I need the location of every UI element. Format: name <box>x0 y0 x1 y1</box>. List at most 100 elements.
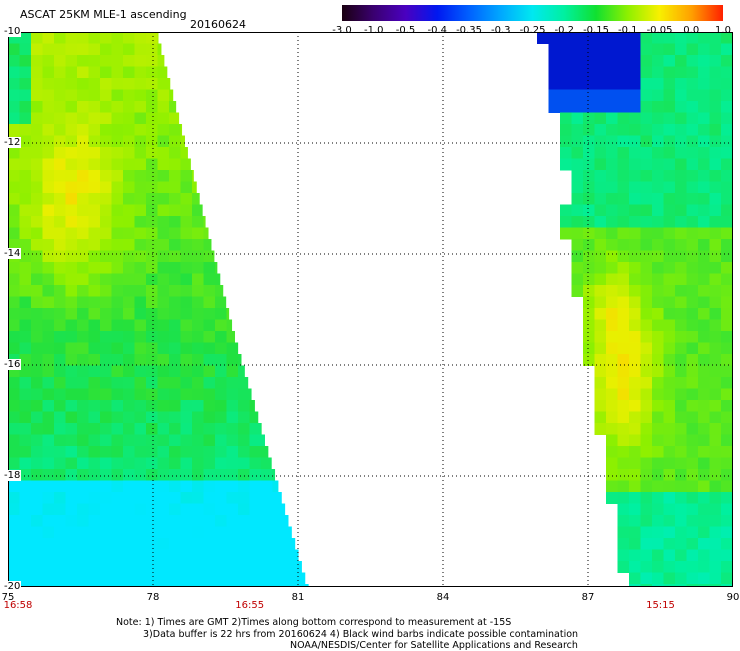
swath-cell <box>548 55 561 67</box>
swath-cell <box>721 204 733 217</box>
swath-cell <box>111 526 124 539</box>
swath-cell <box>663 331 676 343</box>
swath-cell <box>663 503 676 516</box>
swath-cell <box>721 227 733 240</box>
swath-cell <box>606 331 618 343</box>
swath-cell <box>583 193 595 205</box>
swath-cell <box>698 239 710 251</box>
swath-cell <box>238 538 250 550</box>
swath-cell <box>215 365 227 378</box>
swath-cell <box>629 66 641 79</box>
swath-cell <box>77 124 89 136</box>
swath-cell <box>54 400 66 412</box>
swath-cell <box>238 515 250 527</box>
swath-cell <box>675 423 687 435</box>
latitude-label: -18 <box>3 470 22 481</box>
swath-cell <box>31 561 43 573</box>
swath-cell <box>65 101 78 113</box>
swath-cell <box>8 538 20 550</box>
swath-cell <box>54 480 66 493</box>
swath-cell <box>169 549 181 562</box>
swath-cell <box>192 515 204 527</box>
swath-cell <box>77 66 89 79</box>
swath-cell <box>42 101 55 113</box>
swath-cell <box>8 101 20 113</box>
swath-cell <box>594 227 607 240</box>
swath-cell <box>77 262 89 274</box>
swath-cell <box>146 411 158 424</box>
swath-cell <box>192 365 204 378</box>
swath-cell <box>42 319 55 332</box>
swath-cell <box>100 147 112 159</box>
swath-cell <box>571 147 584 159</box>
swath-cell <box>617 342 630 355</box>
swath-cell <box>652 147 664 159</box>
swath-cell <box>617 78 630 90</box>
swath-cell <box>698 66 710 79</box>
swath-cell <box>698 526 710 539</box>
swath-cell <box>157 227 170 240</box>
swath-cell <box>594 135 607 148</box>
swath-cell <box>146 308 158 320</box>
swath-cell <box>54 32 66 44</box>
swath-cell <box>77 584 89 587</box>
swath-cell <box>686 239 699 251</box>
swath-cell <box>111 308 124 320</box>
swath-cell <box>88 365 101 378</box>
swath-cell <box>54 55 66 67</box>
swath-cell <box>295 561 302 573</box>
swath-cell <box>123 204 135 217</box>
swath-cell <box>675 66 687 79</box>
swath-cell <box>8 434 20 447</box>
swath-cell <box>617 492 630 504</box>
swath-cell <box>180 296 193 309</box>
swath-cell <box>88 342 101 355</box>
swath-cell <box>249 434 262 447</box>
swath-cell <box>594 331 607 343</box>
swath-cell <box>583 204 595 217</box>
swath-cell <box>571 135 584 148</box>
swath-cell <box>100 342 112 355</box>
swath-cell <box>686 457 699 470</box>
swath-cell <box>238 572 250 585</box>
swath-cell <box>640 250 653 263</box>
swath-cell <box>77 170 89 182</box>
swath-cell <box>709 411 722 424</box>
swath-cell <box>698 170 710 182</box>
swath-cell <box>606 400 618 412</box>
swath-cell <box>652 124 664 136</box>
swath-cell <box>54 561 66 573</box>
swath-cell <box>54 526 66 539</box>
swath-cell <box>675 538 687 550</box>
swath-cell <box>629 43 641 56</box>
swath-cell <box>617 273 630 286</box>
swath-cell <box>88 446 101 458</box>
swath-cell <box>583 78 595 90</box>
swath-cell <box>548 32 561 44</box>
swath-cell <box>617 158 630 171</box>
swath-cell <box>169 434 181 447</box>
swath-cell <box>675 285 687 297</box>
swath-cell <box>686 492 699 504</box>
swath-cell <box>675 124 687 136</box>
swath-cell <box>65 227 78 240</box>
swath-cell <box>123 423 135 435</box>
swath-cell <box>698 503 710 516</box>
swath-cell <box>146 135 158 148</box>
swath-cell <box>100 101 112 113</box>
swath-cell <box>31 43 43 56</box>
swath-cell <box>617 411 630 424</box>
swath-cell <box>134 78 147 90</box>
swath-cell <box>203 561 216 573</box>
swath-cell <box>629 193 641 205</box>
swath-cell <box>42 66 55 79</box>
swath-cell <box>721 411 733 424</box>
swath-cell <box>54 411 66 424</box>
swath-cell <box>640 388 653 401</box>
swath-cell <box>594 193 607 205</box>
swath-cell <box>65 262 78 274</box>
swath-cell <box>215 549 227 562</box>
swath-cell <box>180 135 185 148</box>
swath-cell <box>203 342 216 355</box>
swath-cell <box>157 515 170 527</box>
